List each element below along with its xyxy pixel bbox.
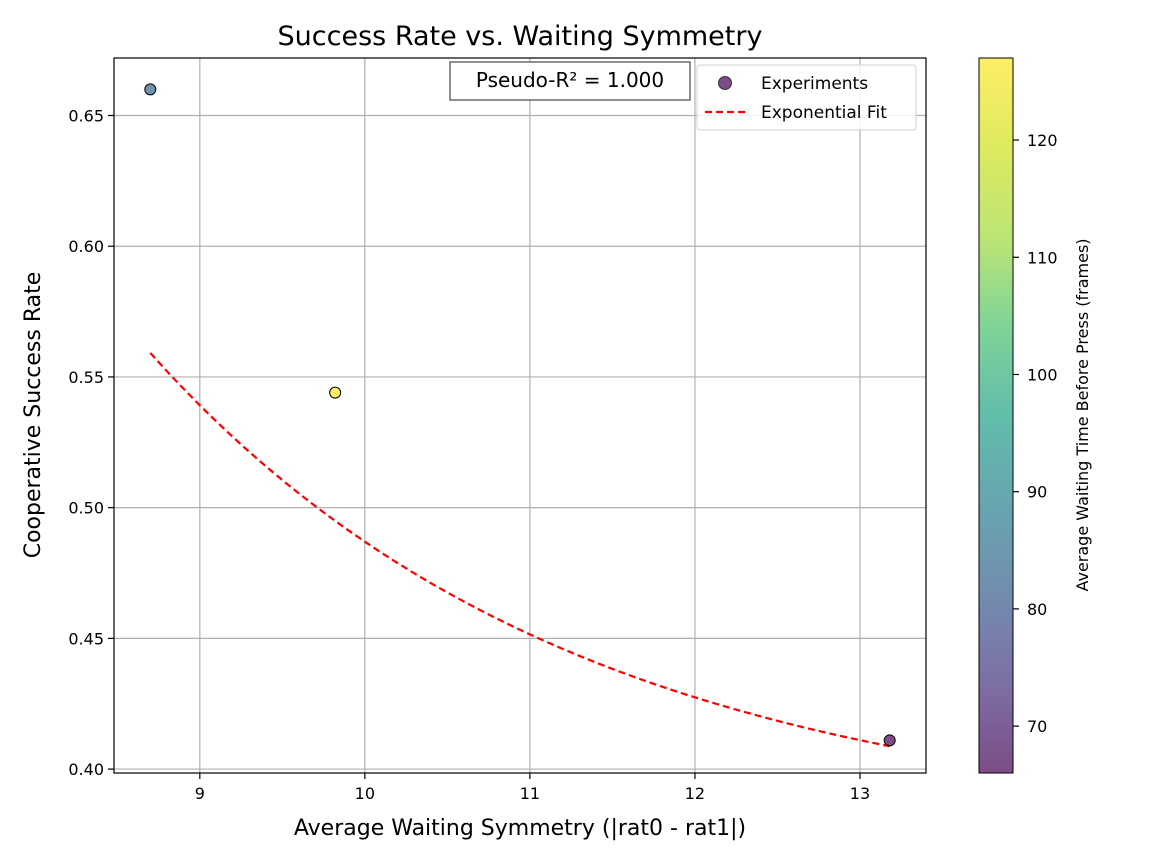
x-tick-label: 10 xyxy=(355,784,375,803)
colorbar-tick-label: 100 xyxy=(1027,365,1058,384)
y-tick-label: 0.65 xyxy=(68,107,104,126)
colorbar-tick-label: 80 xyxy=(1027,600,1047,619)
legend: Experiments Exponential Fit xyxy=(696,64,917,131)
y-tick-label: 0.50 xyxy=(68,499,104,518)
chart-title: Success Rate vs. Waiting Symmetry xyxy=(278,21,763,52)
x-tick-label: 13 xyxy=(850,784,870,803)
y-axis: 0.40 0.45 0.50 0.55 0.60 0.65 xyxy=(68,107,114,779)
y-tick-label: 0.40 xyxy=(68,760,104,779)
plot-frame xyxy=(113,57,927,774)
grid xyxy=(114,58,926,773)
colorbar-ticks: 70 80 90 100 110 120 xyxy=(1013,131,1058,736)
x-tick-label: 11 xyxy=(520,784,540,803)
colorbar-tick-label: 70 xyxy=(1027,717,1047,736)
points-layer xyxy=(144,83,896,747)
legend-label-fit: Exponential Fit xyxy=(761,103,887,123)
colorbar: 70 80 90 100 110 120 Average Waiting Time Bef… xyxy=(978,57,1092,774)
exponential-fit-line xyxy=(149,352,890,748)
annotation-box: Pseudo-R² = 1.000 xyxy=(449,61,691,101)
y-tick-label: 0.55 xyxy=(68,368,104,387)
legend-marker-experiments xyxy=(718,76,732,90)
y-tick-label: 0.60 xyxy=(68,237,104,256)
x-axis: 9 10 11 12 13 xyxy=(195,773,870,803)
x-tick-label: 9 xyxy=(195,784,205,803)
data-point xyxy=(144,83,157,96)
colorbar-tick-label: 120 xyxy=(1027,131,1058,150)
legend-label-experiments: Experiments xyxy=(761,74,868,94)
pseudo-r2-annotation: Pseudo-R² = 1.000 xyxy=(476,68,664,92)
x-tick-label: 12 xyxy=(685,784,705,803)
data-point xyxy=(329,386,342,399)
y-axis-title: Cooperative Success Rate xyxy=(21,272,46,559)
colorbar-label: Average Waiting Time Before Press (frame… xyxy=(1073,238,1092,591)
x-axis-title: Average Waiting Symmetry (|rat0 - rat1|) xyxy=(294,816,746,841)
fit-line-layer xyxy=(149,352,890,748)
y-tick-label: 0.45 xyxy=(68,629,104,648)
colorbar-tick-label: 90 xyxy=(1027,483,1047,502)
colorbar-gradient xyxy=(978,57,1014,774)
data-point xyxy=(883,734,896,747)
colorbar-tick-label: 110 xyxy=(1027,248,1058,267)
